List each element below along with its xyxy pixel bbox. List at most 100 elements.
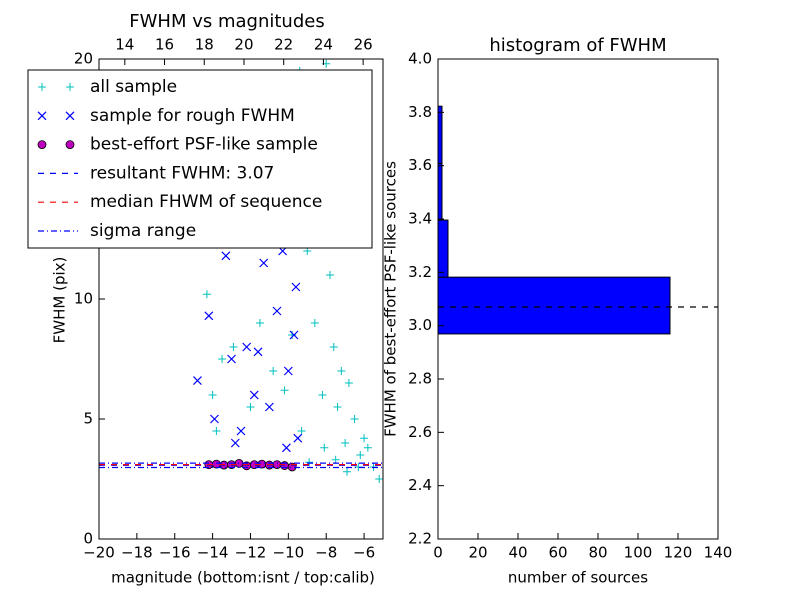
x-tick-label: −14 <box>197 544 229 562</box>
point <box>204 311 214 321</box>
x-tick-label: 80 <box>588 544 607 562</box>
x-tick-label: 40 <box>508 544 527 562</box>
point <box>289 330 299 340</box>
point <box>253 347 263 357</box>
y-tick-label: 0 <box>83 530 93 548</box>
x-tick-label: 100 <box>624 544 653 562</box>
y-tick-label: 2.8 <box>408 370 432 388</box>
legend-marker <box>65 140 75 150</box>
point <box>234 458 244 468</box>
point <box>350 415 359 423</box>
point <box>320 443 329 452</box>
point <box>333 403 342 411</box>
x2-tick-label: 26 <box>354 36 373 54</box>
y-tick-label: 2.4 <box>408 476 432 494</box>
point <box>375 475 383 483</box>
point <box>291 282 301 292</box>
legend-label: sigma range <box>90 221 196 241</box>
point <box>221 251 231 261</box>
point <box>356 451 365 459</box>
x2-tick-label: 16 <box>155 36 174 54</box>
x2-tick-label: 14 <box>115 36 134 54</box>
point <box>208 391 217 399</box>
point <box>283 366 293 376</box>
point <box>249 390 259 400</box>
x-tick-label: −10 <box>273 544 305 562</box>
y-tick-label: 5 <box>83 410 93 428</box>
bar <box>437 276 671 335</box>
y-tick-label: 3.8 <box>408 103 432 121</box>
point <box>331 455 340 464</box>
x2-tick-label: 24 <box>314 36 333 54</box>
chart-title: histogram of FWHM <box>489 35 666 56</box>
y-axis-label: FWHM (pix) <box>51 257 69 344</box>
legend-label: resultant FWHM: 3.07 <box>90 163 274 183</box>
y-tick-label: 2.6 <box>408 423 432 441</box>
x-axis-label: magnitude (bottom:isnt / top:calib) <box>111 569 375 587</box>
point <box>337 367 346 375</box>
x-tick-label: −8 <box>315 544 337 562</box>
x-tick-label: −12 <box>235 544 267 562</box>
x-tick-label: 120 <box>664 544 693 562</box>
x2-tick-label: 22 <box>274 36 293 54</box>
point <box>210 414 219 424</box>
y-tick-label: 3.6 <box>408 156 432 174</box>
point <box>343 467 352 476</box>
point <box>280 386 289 395</box>
y-tick-label: 4.0 <box>408 50 432 68</box>
point <box>246 403 255 411</box>
legend-marker <box>37 140 47 150</box>
y-tick-label: 20 <box>74 50 93 68</box>
point <box>297 427 306 435</box>
y-tick-label: 3.2 <box>408 263 432 281</box>
point <box>282 443 291 453</box>
point <box>212 427 221 435</box>
y-tick-label: 2.2 <box>408 530 432 548</box>
point <box>242 342 252 352</box>
legend-label: median FHWM of sequence <box>90 192 322 212</box>
point <box>193 376 202 386</box>
point <box>310 319 319 327</box>
x-tick-label: 0 <box>433 544 443 562</box>
point <box>229 343 238 351</box>
point <box>259 258 269 268</box>
legend-label: sample for rough FWHM <box>90 106 295 126</box>
y-tick-label: 3.4 <box>408 210 432 228</box>
axes-frame <box>437 58 719 540</box>
legend-label: best-effort PSF-like sample <box>90 135 318 155</box>
x-tick-label: 20 <box>468 544 487 562</box>
legend-marker <box>38 83 46 91</box>
x-tick-label: −18 <box>121 544 153 562</box>
point <box>325 271 334 279</box>
x2-tick-label: 20 <box>234 36 253 54</box>
chart-title: FWHM vs magnitudes <box>129 11 324 32</box>
point <box>293 433 303 443</box>
bar <box>437 219 449 278</box>
y-axis-label: FWHM of best-effort PSF-like sources <box>382 161 400 437</box>
legend-box <box>27 69 373 249</box>
x2-tick-label: 18 <box>195 36 214 54</box>
x-tick-label: 60 <box>548 544 567 562</box>
point <box>236 426 246 436</box>
x-tick-label: −20 <box>83 544 115 562</box>
point <box>269 367 278 375</box>
point <box>329 343 338 351</box>
point <box>363 443 372 452</box>
point <box>344 379 353 387</box>
point <box>318 391 327 399</box>
bar <box>437 105 443 164</box>
y-tick-label: 10 <box>74 290 93 308</box>
x-tick-label: 140 <box>704 544 733 562</box>
point <box>202 290 211 299</box>
legend-marker <box>65 111 75 121</box>
x-tick-label: −6 <box>353 544 375 562</box>
point <box>255 319 264 327</box>
point <box>264 402 274 412</box>
legend-marker <box>66 83 74 91</box>
point <box>360 434 369 443</box>
point <box>305 458 314 467</box>
x-tick-label: −16 <box>159 544 191 562</box>
legend-marker <box>37 111 47 121</box>
point <box>230 438 240 448</box>
